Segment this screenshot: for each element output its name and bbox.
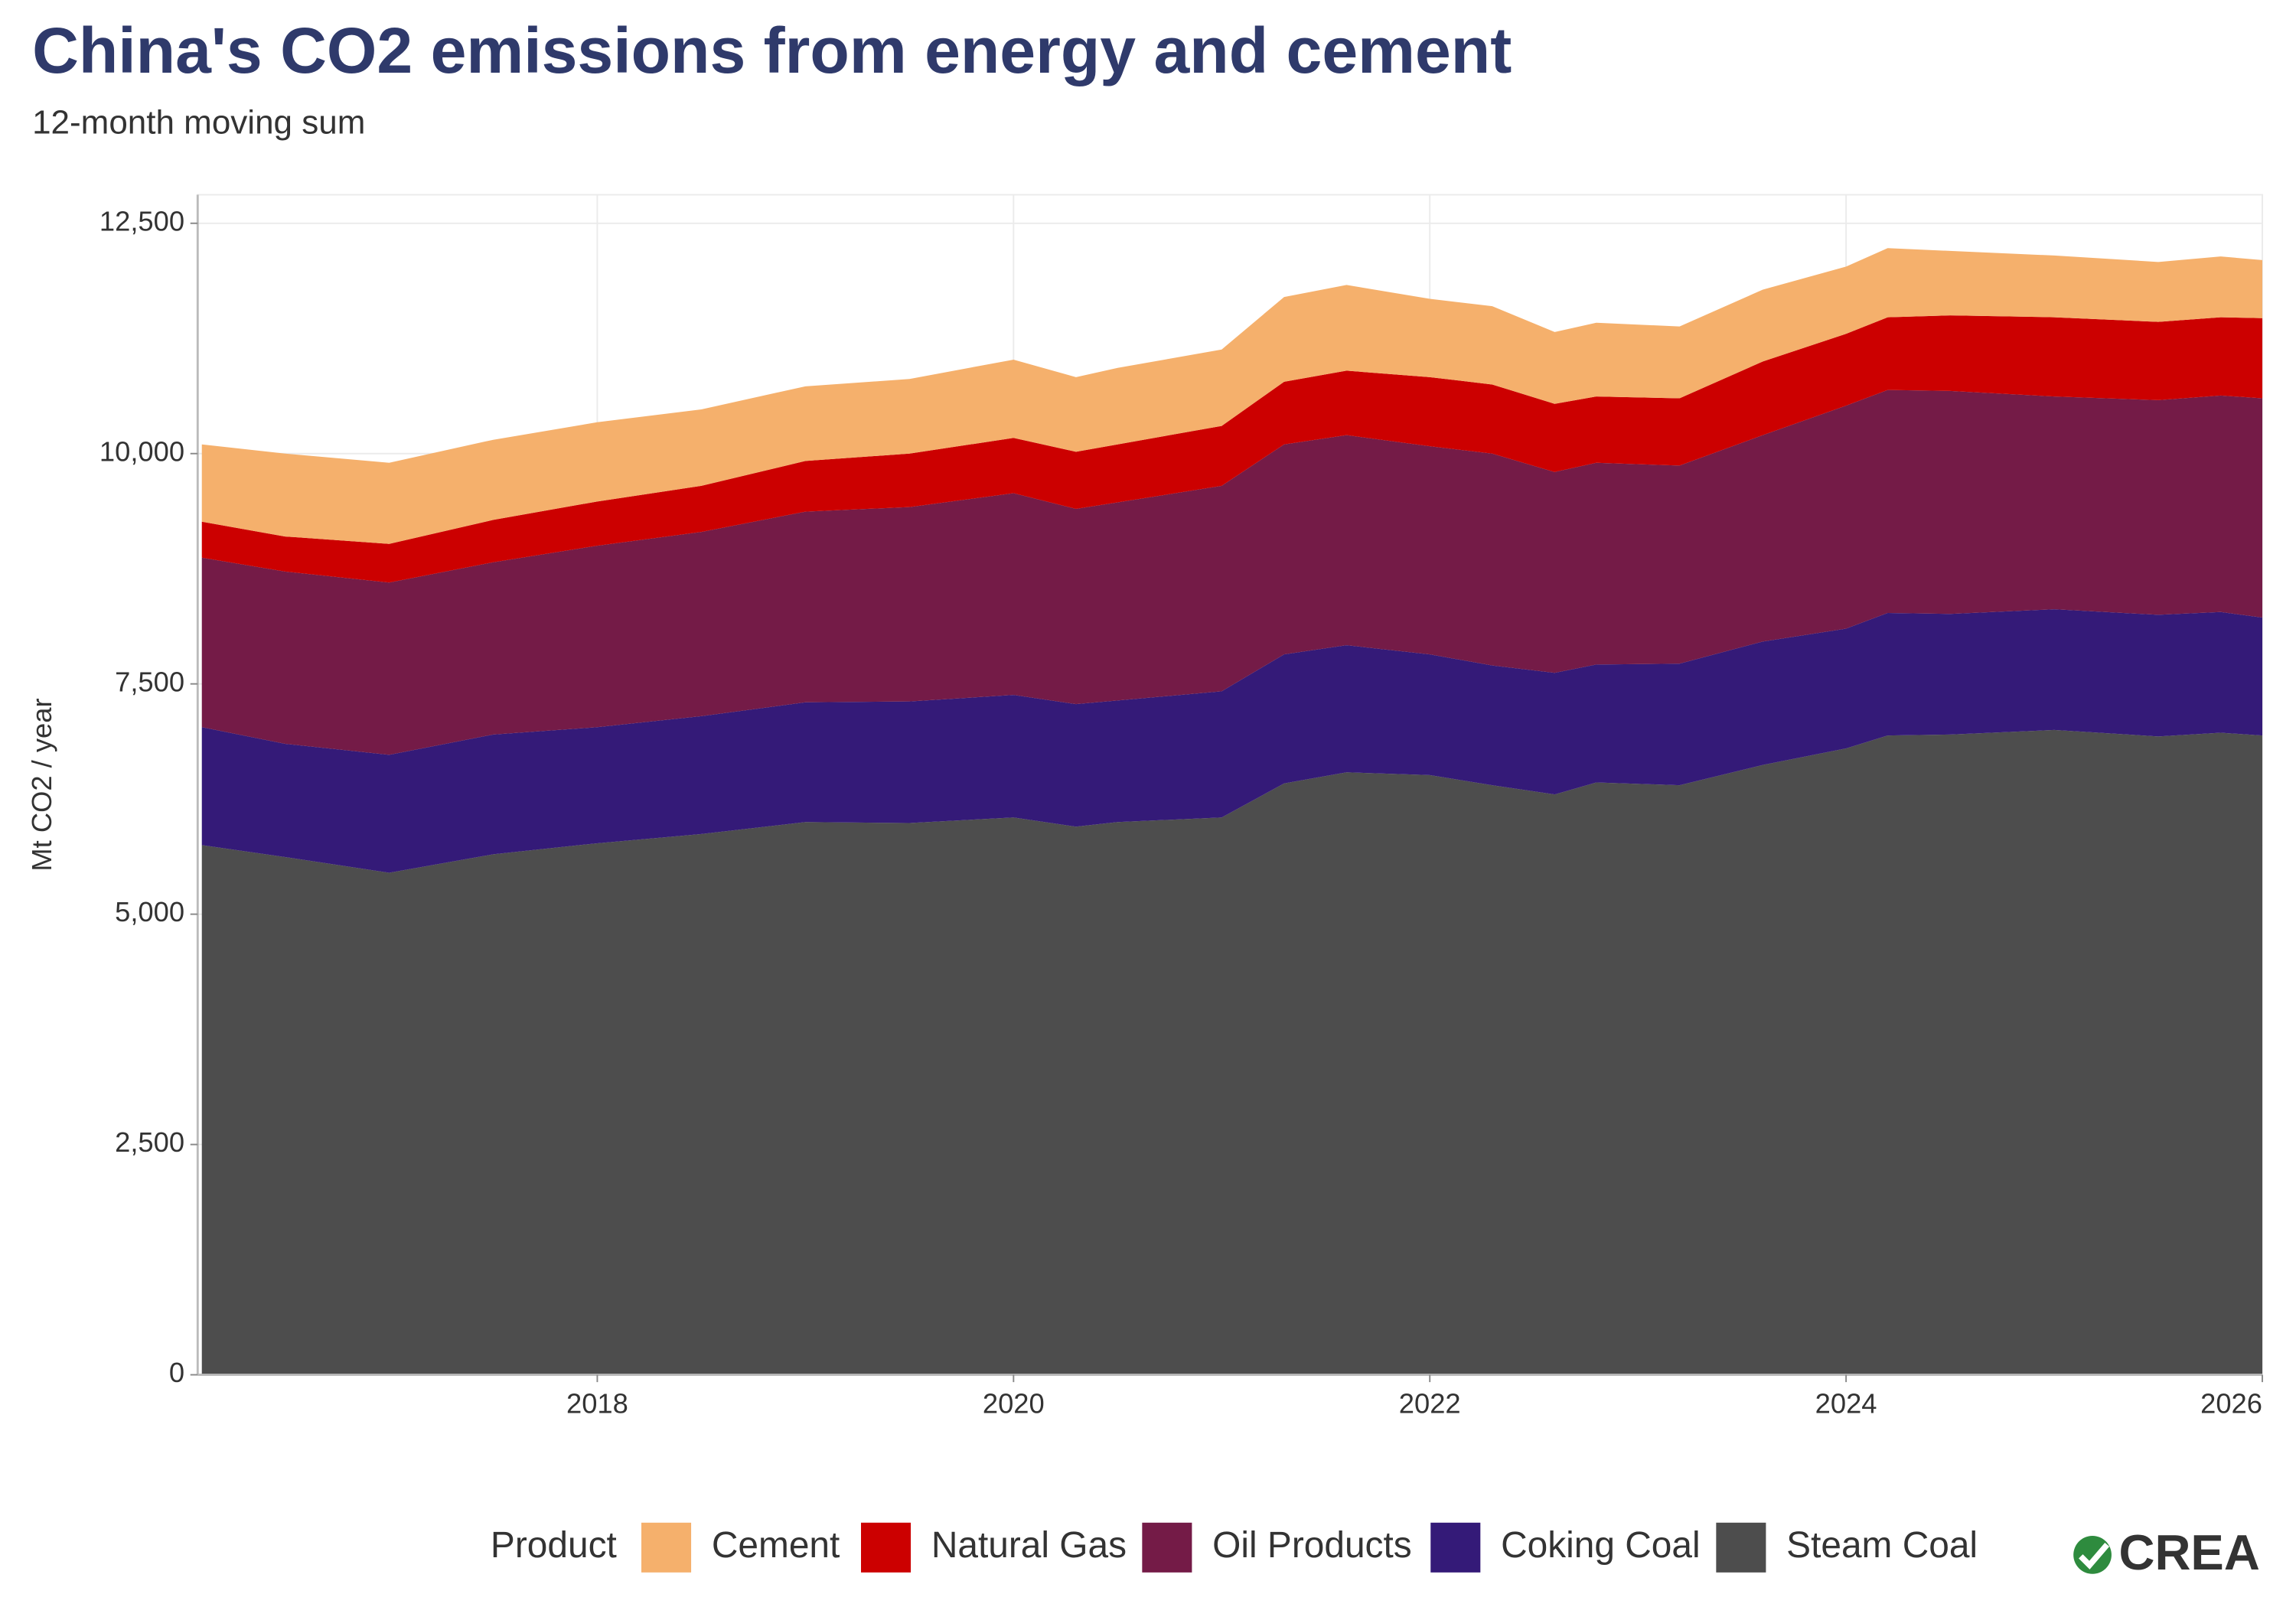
x-tick-label: 2022 <box>1399 1387 1461 1419</box>
y-tick-label: 2,500 <box>115 1126 184 1158</box>
y-axis-label: Mt CO2 / year <box>26 698 57 871</box>
area <box>201 315 2262 583</box>
x-tick-label: 2020 <box>983 1387 1045 1419</box>
y-tick-label: 10,000 <box>99 435 184 467</box>
legend-swatch <box>1716 1522 1766 1573</box>
y-tick-label: 0 <box>169 1357 184 1388</box>
legend-label: Natural Gas <box>931 1525 1127 1566</box>
legend-swatch <box>1142 1522 1192 1573</box>
y-tick-label: 7,500 <box>115 666 184 697</box>
x-tick-label: 2026 <box>2200 1387 2262 1419</box>
area <box>201 609 2262 873</box>
legend-swatch <box>641 1522 692 1573</box>
y-tick-label: 12,500 <box>99 205 184 236</box>
area <box>201 248 2262 544</box>
logo-icon <box>2073 1536 2112 1574</box>
y-tick-label: 5,000 <box>115 896 184 927</box>
area <box>201 390 2262 755</box>
chart-title: China's CO2 emissions from energy and ce… <box>32 15 1512 86</box>
logo: CREA <box>2118 1524 2259 1580</box>
legend-title: Product <box>491 1525 617 1566</box>
area <box>201 729 2262 1375</box>
x-tick-label: 2018 <box>566 1387 628 1419</box>
x-tick-label: 2024 <box>1815 1387 1877 1419</box>
legend-label: Coking Coal <box>1501 1525 1701 1566</box>
legend-label: Oil Products <box>1212 1525 1412 1566</box>
legend-swatch <box>861 1522 912 1573</box>
chart-subtitle: 12-month moving sum <box>32 103 365 141</box>
legend-label: Steam Coal <box>1786 1525 1978 1566</box>
legend-swatch <box>1430 1522 1481 1573</box>
legend-label: Cement <box>712 1525 840 1566</box>
